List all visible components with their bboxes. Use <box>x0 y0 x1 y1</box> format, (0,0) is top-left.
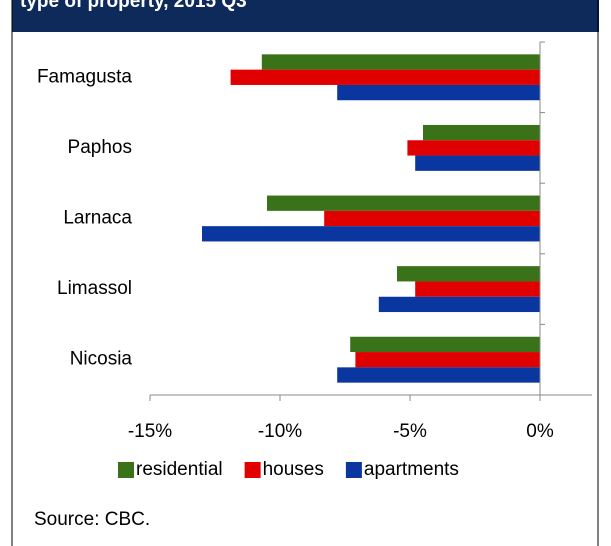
bar <box>423 124 540 141</box>
x-tick-label: 0% <box>526 421 554 442</box>
chart-title: type of property, 2015 Q3 <box>20 0 247 12</box>
y-tick-label: Limassol <box>57 278 132 299</box>
y-tick-label: Nicosia <box>70 349 133 370</box>
legend-label: houses <box>263 459 324 480</box>
legend-label: residential <box>136 459 223 480</box>
bar <box>202 226 540 242</box>
legend-label: apartments <box>364 459 459 480</box>
bar <box>415 155 540 171</box>
x-tick-label: -10% <box>258 421 302 442</box>
bar <box>267 195 540 211</box>
bar <box>407 140 540 156</box>
bar <box>378 296 540 313</box>
x-tick-label: -15% <box>128 421 172 442</box>
title-banner <box>12 0 599 32</box>
bar <box>355 352 540 368</box>
bar <box>415 281 540 297</box>
bar <box>230 69 540 85</box>
x-tick-label: -5% <box>393 421 427 442</box>
bar <box>337 367 540 383</box>
y-tick-label: Larnaca <box>63 208 132 229</box>
y-tick-label: Paphos <box>68 137 132 158</box>
bar <box>324 210 540 227</box>
source: Source: CBC. <box>34 509 150 530</box>
bar <box>337 84 540 101</box>
bar <box>350 336 540 353</box>
bar <box>261 54 540 70</box>
legend-swatch <box>118 462 134 478</box>
legend-swatch <box>345 462 362 478</box>
y-tick-label: Famagusta <box>37 66 132 87</box>
bar <box>397 266 540 282</box>
legend-swatch <box>244 462 261 478</box>
